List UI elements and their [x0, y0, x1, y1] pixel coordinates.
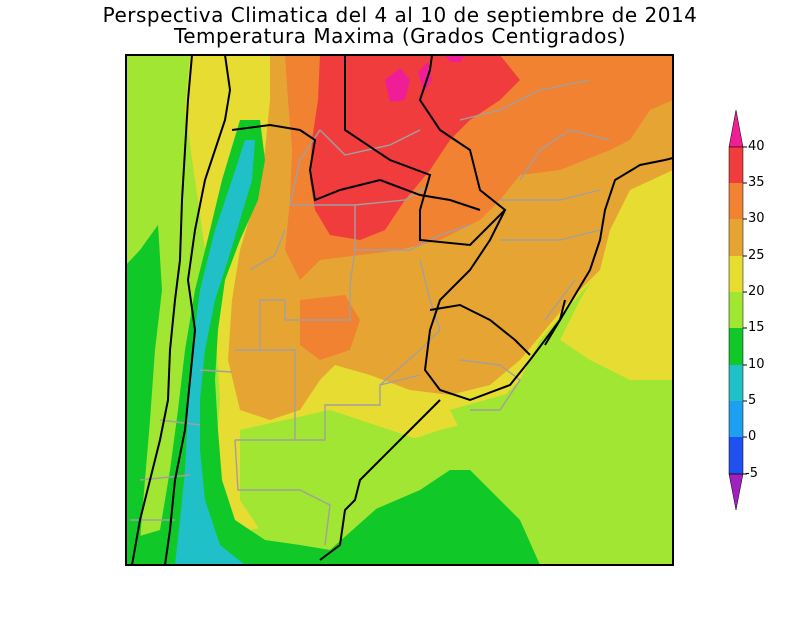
field-15-20-atlantic	[450, 380, 673, 565]
colorbar-tick-label: 25	[748, 248, 765, 263]
colorbar-tick-label: 5	[748, 393, 757, 408]
colorbar-tick-label: 30	[748, 211, 765, 226]
colorbar-bin-35-40	[729, 147, 743, 183]
map-frame	[125, 54, 674, 566]
colorbar-tick-label: -5	[745, 466, 758, 481]
colorbar-bin-25-30	[729, 219, 743, 256]
colorbar-tick-label: 10	[748, 357, 765, 372]
field-10-15-chile	[126, 225, 162, 550]
field-20-25-east	[560, 170, 673, 380]
colorbar-bin-minus5-0	[729, 437, 743, 474]
colorbar-bin-15-20	[729, 292, 743, 328]
colorbar-bin-0-5	[729, 401, 743, 437]
colorbar-bin-10-15	[729, 328, 743, 365]
field-5-10-andes	[175, 140, 255, 565]
temperature-field	[126, 55, 673, 565]
map-title: Perspectiva Climatica del 4 al 10 de sep…	[102, 3, 698, 27]
colorbar-tick-marks	[743, 146, 747, 475]
field-gt40-b	[418, 62, 432, 92]
field-30-35-central	[300, 295, 360, 360]
colorbar-tick-label: 0	[748, 429, 757, 444]
colorbar-tick-label: 20	[748, 284, 765, 299]
colorbar-bin-5-10	[729, 365, 743, 401]
colorbar	[728, 109, 747, 511]
colorbar-bin-20-25	[729, 256, 743, 292]
colorbar-tick-label: 40	[748, 139, 765, 154]
colorbar-top-arrow	[728, 109, 744, 148]
colorbar-bin-30-35	[729, 183, 743, 219]
field-35-40	[310, 55, 520, 240]
field-gt40	[385, 68, 410, 102]
country-borders	[131, 55, 673, 565]
province-borders	[130, 79, 611, 546]
colorbar-tick-label: 35	[748, 175, 765, 190]
colorbar-bottom-arrow	[728, 473, 744, 511]
colorbar-outline	[728, 146, 744, 475]
map-subtitle: Temperatura Maxima (Grados Centigrados)	[173, 24, 627, 48]
colorbar-tick-label: 15	[748, 320, 765, 335]
field-gt40-c	[445, 55, 465, 62]
